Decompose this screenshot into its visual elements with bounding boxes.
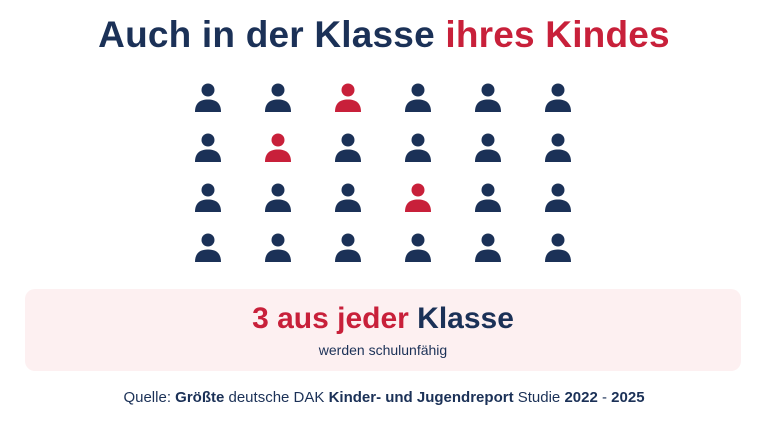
source-label: Quelle: — [123, 389, 171, 406]
page-title: Auch in der Klasse ihres Kindes — [0, 14, 768, 56]
title-part-red: ihres Kindes — [445, 14, 670, 55]
person-icon — [263, 81, 293, 115]
person-icon — [333, 81, 363, 115]
person-icon — [403, 231, 433, 265]
stat-subline: werden schulunfähig — [318, 342, 448, 358]
person-icon — [403, 181, 433, 215]
person-icon — [403, 81, 433, 115]
source-text-2: Studie — [517, 389, 561, 406]
title-part-dark: Auch in der Klasse — [98, 14, 435, 55]
person-icon — [263, 131, 293, 165]
person-icon — [473, 131, 503, 165]
person-icon — [403, 131, 433, 165]
person-icon — [333, 131, 363, 165]
source-year-start: 2022 — [564, 389, 598, 406]
person-icon — [473, 231, 503, 265]
stat-banner: 3 aus jeder Klasse werden schulunfähig — [25, 289, 741, 371]
person-icon — [193, 131, 223, 165]
person-icon — [263, 231, 293, 265]
person-icon — [193, 231, 223, 265]
person-icon — [193, 81, 223, 115]
person-icon — [543, 231, 573, 265]
person-icon — [473, 81, 503, 115]
source-line: Quelle: Größte deutsche DAK Kinder- und … — [0, 389, 768, 406]
source-text-1: deutsche DAK — [228, 389, 325, 406]
person-icon — [543, 81, 573, 115]
source-year-end: 2025 — [611, 389, 645, 406]
person-icon — [473, 181, 503, 215]
source-bold-1: Größte — [175, 389, 225, 406]
person-icon — [333, 231, 363, 265]
person-icon — [263, 181, 293, 215]
stat-headline-dark: Klasse — [417, 302, 514, 335]
source-dash: - — [602, 389, 607, 406]
person-icon — [333, 181, 363, 215]
person-icon — [193, 181, 223, 215]
student-grid — [190, 80, 590, 270]
person-icon — [543, 131, 573, 165]
stat-headline-red: 3 aus jeder — [252, 302, 409, 335]
person-icon — [543, 181, 573, 215]
source-bold-2: Kinder- und Jugendreport — [328, 389, 514, 406]
stat-headline: 3 aus jeder Klasse — [25, 302, 741, 336]
